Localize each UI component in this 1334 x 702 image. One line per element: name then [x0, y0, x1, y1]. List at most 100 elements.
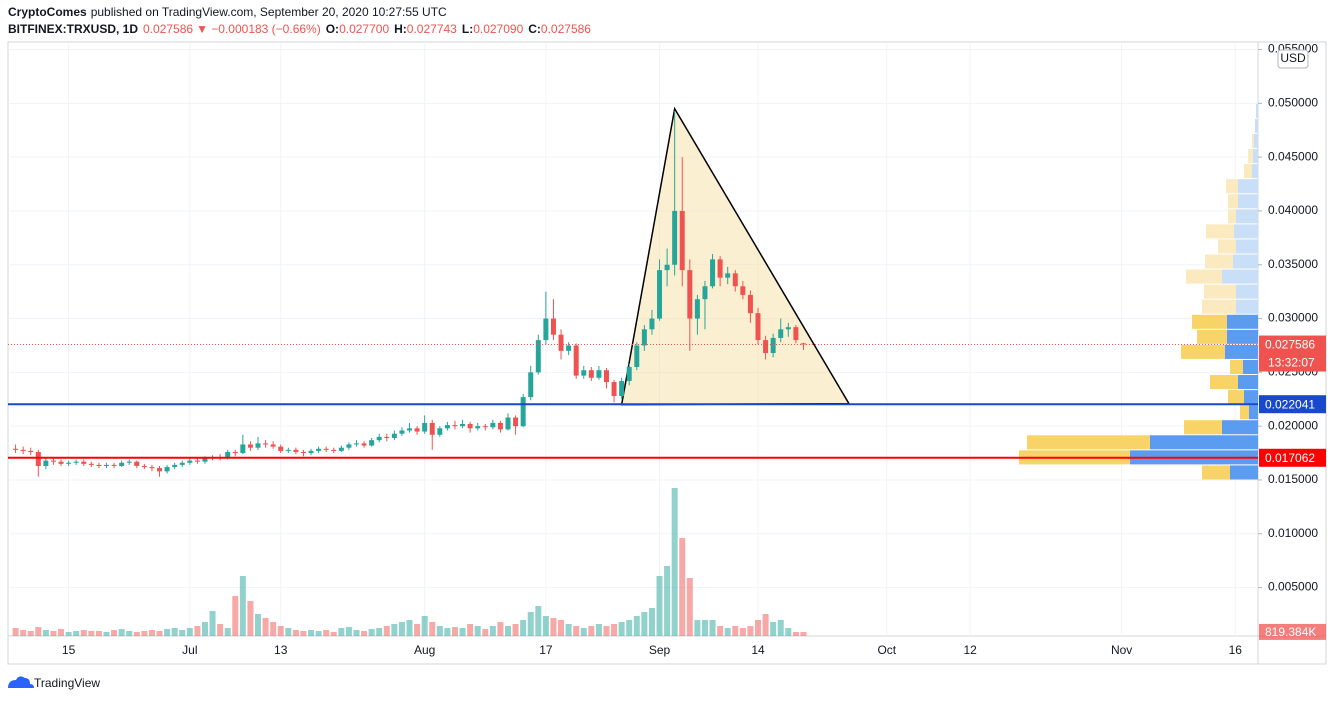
candle-body	[725, 273, 731, 278]
volume-bar	[785, 628, 792, 636]
logo-icon	[8, 676, 34, 688]
candle-body	[634, 345, 640, 367]
profile-down	[1197, 329, 1227, 344]
volume-bar	[777, 620, 784, 636]
volume-bar	[755, 620, 761, 636]
volume-bar	[482, 629, 489, 636]
profile-down	[1181, 344, 1225, 359]
level-label-box	[1259, 448, 1326, 467]
candle-body	[323, 448, 329, 450]
volume-bar	[512, 624, 519, 636]
candle-body	[732, 273, 738, 287]
volume-bar	[474, 626, 481, 636]
volume-bar	[232, 596, 239, 636]
candle-body	[270, 444, 276, 447]
profile-down	[1240, 405, 1249, 420]
profile-up	[1253, 149, 1258, 164]
candle-body	[278, 446, 284, 451]
volume-bar	[35, 627, 42, 636]
volume-bar	[671, 488, 678, 636]
candle-body	[81, 461, 87, 464]
candle-body	[247, 444, 253, 448]
volume-bar	[330, 632, 337, 636]
volume-bar	[717, 626, 724, 636]
candle-body	[429, 422, 435, 435]
volume-bar	[277, 626, 284, 636]
profile-up	[1236, 284, 1258, 299]
candle-body	[376, 436, 382, 441]
volume-bar	[595, 624, 602, 636]
candle-body	[588, 370, 594, 378]
volume-bar	[111, 630, 118, 636]
candle-body	[172, 464, 178, 468]
volume-bar	[391, 624, 398, 636]
candle-body	[679, 210, 685, 271]
candle-body	[134, 461, 140, 466]
volume-bar	[542, 616, 549, 636]
volume-bar	[361, 631, 368, 636]
volume-bar	[186, 628, 193, 636]
profile-up	[1255, 118, 1258, 133]
candle-body	[293, 449, 299, 452]
h-value: 0.027743	[407, 22, 457, 36]
volume-label-box	[1259, 623, 1326, 640]
candle-body	[687, 270, 693, 319]
x-tick-label: 12	[963, 643, 977, 657]
volume-bar	[618, 622, 625, 636]
candle-body	[361, 443, 367, 446]
candle-body	[437, 428, 443, 435]
logo: TradingView	[8, 676, 100, 690]
candle-body	[225, 451, 231, 459]
volume-bar	[164, 629, 171, 636]
profile-up	[1236, 209, 1258, 224]
volume-bar	[12, 628, 19, 636]
volume-bar	[398, 622, 405, 636]
volume-bar	[217, 624, 224, 636]
currency-box[interactable]	[1277, 49, 1309, 69]
candle-body	[490, 422, 496, 428]
volume-bar	[467, 624, 474, 636]
volume-bar	[141, 631, 148, 636]
volume-bar	[262, 618, 269, 636]
candle-body	[793, 327, 799, 341]
author: CryptoComes	[8, 5, 87, 19]
volume-bar	[73, 631, 80, 636]
h-label: H:	[394, 22, 407, 36]
volume-bar	[179, 630, 186, 636]
candle-body	[649, 318, 655, 330]
profile-up	[1234, 224, 1258, 239]
profile-down	[1218, 239, 1236, 254]
volume-bar	[65, 632, 72, 636]
volume-bar	[505, 626, 511, 636]
profile-up	[1225, 344, 1258, 359]
volume-bar	[20, 630, 27, 636]
volume-bar	[732, 626, 739, 636]
header-line: CryptoComes published on TradingView.com,…	[8, 5, 447, 19]
volume-bar	[588, 626, 595, 636]
l-label: L:	[462, 22, 473, 36]
candle-body	[399, 430, 405, 434]
l-value: 0.027090	[473, 22, 523, 36]
volume-bar	[633, 616, 640, 636]
c-value: 0.027586	[541, 22, 591, 36]
candle-body	[497, 422, 503, 430]
candle-body	[232, 451, 238, 454]
profile-up	[1236, 239, 1258, 254]
x-tick-label: Aug	[414, 643, 435, 657]
volume-bar	[383, 626, 390, 636]
currency: USD	[1280, 51, 1306, 65]
candle-body	[626, 366, 632, 381]
y-tick-label: 0.045000	[1268, 149, 1318, 163]
candle-body	[73, 461, 79, 463]
volume-bar	[308, 630, 315, 636]
candle-body	[763, 340, 769, 353]
profile-up	[1238, 194, 1258, 209]
candle-body	[710, 259, 716, 287]
volume-bar	[535, 606, 542, 636]
candle-body	[513, 417, 519, 427]
candle-body	[240, 444, 246, 454]
volume-bar	[103, 632, 110, 636]
volume-bar	[239, 576, 246, 636]
last-price: 0.027586	[143, 22, 193, 36]
